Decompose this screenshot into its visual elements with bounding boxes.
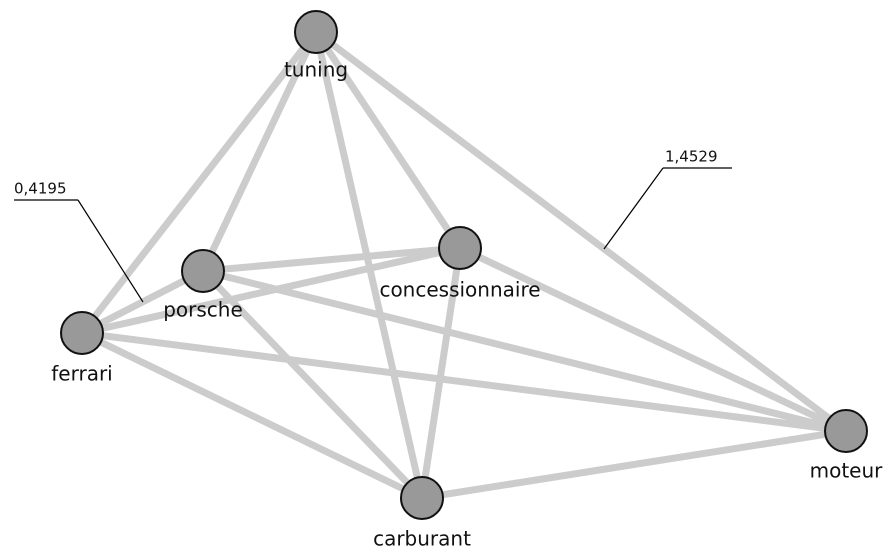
annotations: 0,4195 1,4529 <box>14 148 732 303</box>
node-label: ferrari <box>51 362 112 386</box>
annotation-leader <box>77 199 144 303</box>
node <box>181 249 225 293</box>
edge-weight-label: 0,4195 <box>14 180 67 198</box>
edges <box>79 29 849 502</box>
node-label: porsche <box>163 298 243 322</box>
node-label: tuning <box>284 58 348 82</box>
edge <box>202 267 847 435</box>
edge <box>421 427 847 502</box>
edge <box>313 29 849 434</box>
annotation-leader <box>603 167 664 250</box>
edge <box>458 244 848 435</box>
edge <box>79 29 319 336</box>
node-label: carburant <box>373 527 471 551</box>
node <box>400 476 444 520</box>
edge <box>80 329 424 502</box>
edge <box>202 244 461 275</box>
edge <box>418 247 464 499</box>
edge-weight-label: 1,4529 <box>665 148 718 166</box>
edge <box>81 329 847 435</box>
edge <box>199 30 320 273</box>
node <box>438 226 482 270</box>
node <box>294 10 338 54</box>
edge <box>81 244 461 337</box>
edge <box>200 268 425 501</box>
nodes: tuning porsche concessionnaire ferrari moteu… <box>51 10 884 551</box>
node-label: concessionnaire <box>379 278 540 302</box>
node <box>824 409 868 453</box>
node-label: moteur <box>810 459 884 483</box>
node <box>60 311 104 355</box>
edge <box>313 30 463 250</box>
